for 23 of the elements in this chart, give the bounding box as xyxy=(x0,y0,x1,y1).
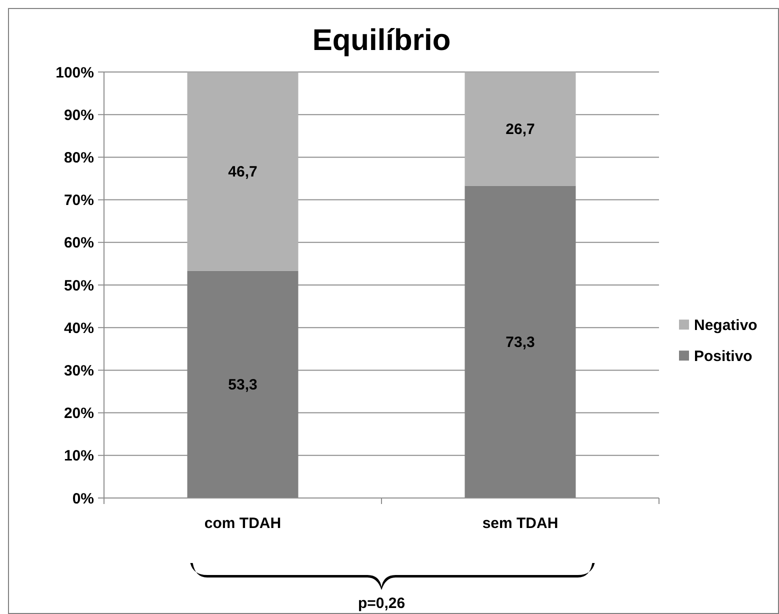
x-tick-label: com TDAH xyxy=(204,515,282,532)
y-tick-label: 40% xyxy=(64,320,94,337)
bar xyxy=(187,72,298,271)
y-tick-label: 70% xyxy=(64,192,94,210)
data-label: 53,3 xyxy=(228,376,258,394)
text: p=0,26 xyxy=(358,595,406,612)
y-tick-label: 30% xyxy=(64,362,94,380)
y-tick-label: 90% xyxy=(64,106,94,124)
data-label: 46,7 xyxy=(228,164,258,181)
y-tick-label: 50% xyxy=(64,277,94,294)
y-tick-label: 80% xyxy=(64,149,94,166)
y-tick-label: 0% xyxy=(72,490,94,508)
y-tick-label: 60% xyxy=(64,234,94,252)
chart-title: Equilíbrio xyxy=(312,24,451,57)
data-label: 73,3 xyxy=(506,334,535,352)
y-tick-label: 10% xyxy=(64,448,94,465)
y-tick-label: 20% xyxy=(64,405,94,422)
x-tick-label: sem TDAH xyxy=(482,515,558,532)
legend-label: Negativo xyxy=(694,316,758,334)
legend-label: Positivo xyxy=(694,348,752,365)
bar xyxy=(464,72,576,186)
y-tick-label: 100% xyxy=(56,64,94,82)
data-label: 26,7 xyxy=(506,121,535,138)
